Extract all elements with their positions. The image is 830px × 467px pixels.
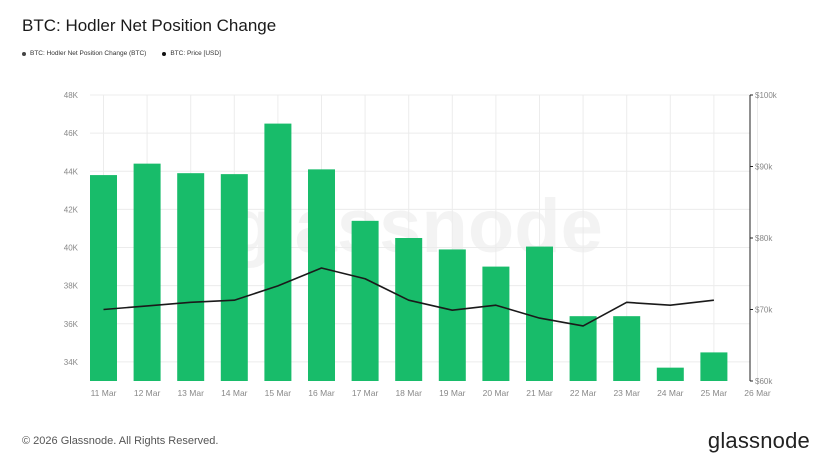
x-tick-label: 23 Mar xyxy=(613,388,640,398)
bar-18-mar xyxy=(395,238,423,381)
chart-title: BTC: Hodler Net Position Change xyxy=(22,16,277,35)
left-tick-label: 48K xyxy=(64,91,79,100)
x-tick-label: 22 Mar xyxy=(570,388,597,398)
copyright-text: © 2026 Glassnode. All Rights Reserved. xyxy=(22,435,219,447)
price-line xyxy=(103,267,714,327)
bar-25-mar xyxy=(700,352,728,381)
bar-16-mar xyxy=(308,169,335,381)
right-tick-label: $80k xyxy=(755,234,773,243)
right-tick-label: $60k xyxy=(755,377,773,386)
right-y-axis: $60k $70k $80k $90k $100k xyxy=(749,91,778,386)
bar-22-mar xyxy=(569,316,597,381)
legend: BTC: Hodler Net Position Change (BTC) BT… xyxy=(22,50,221,57)
bar-14-mar xyxy=(220,174,248,381)
x-tick-label: 25 Mar xyxy=(701,388,728,398)
right-tick-label: $90k xyxy=(755,163,773,172)
x-tick-label: 21 Mar xyxy=(526,388,553,398)
bar-21-mar xyxy=(526,246,553,381)
legend-label-net-position: BTC: Hodler Net Position Change (BTC) xyxy=(30,50,147,57)
bar-13-mar xyxy=(177,173,205,381)
x-tick-label: 18 Mar xyxy=(395,388,422,398)
left-tick-label: 38K xyxy=(64,282,79,291)
bar-series xyxy=(90,123,728,381)
right-tick-label: $70k xyxy=(755,306,773,315)
bar-11-mar xyxy=(90,175,117,381)
bar-17-mar xyxy=(351,220,379,381)
left-tick-label: 40K xyxy=(64,244,79,253)
left-tick-label: 34K xyxy=(64,358,79,367)
x-tick-label: 26 Mar xyxy=(744,388,771,398)
x-axis: 11 Mar 12 Mar 13 Mar 14 Mar 15 Mar 16 Mar 17 M… xyxy=(91,388,771,398)
legend-dot-net-position xyxy=(22,51,26,56)
left-tick-label: 42K xyxy=(64,205,79,214)
bar-23-mar xyxy=(613,316,641,381)
x-tick-label: 14 Mar xyxy=(221,388,248,398)
x-tick-label: 19 Mar xyxy=(439,388,466,398)
left-y-axis: 34K 36K 38K 40K 42K 44K 46K 48K xyxy=(64,91,79,367)
brand-logo[interactable]: glassnode xyxy=(707,428,810,453)
bar-20-mar xyxy=(482,266,510,381)
left-tick-label: 44K xyxy=(64,167,79,176)
bar-19-mar xyxy=(438,249,466,381)
x-tick-label: 13 Mar xyxy=(177,388,204,398)
x-tick-label: 17 Mar xyxy=(352,388,379,398)
x-tick-label: 24 Mar xyxy=(657,388,684,398)
x-tick-label: 11 Mar xyxy=(91,388,117,398)
x-tick-label: 15 Mar xyxy=(265,388,292,398)
bar-15-mar xyxy=(264,123,292,381)
right-tick-label: $100k xyxy=(755,91,778,100)
bar-24-mar xyxy=(656,367,684,381)
legend-dot-price xyxy=(162,51,167,56)
left-tick-label: 46K xyxy=(64,129,79,138)
price-line-series xyxy=(103,267,714,327)
x-tick-label: 16 Mar xyxy=(308,388,335,398)
x-tick-label: 20 Mar xyxy=(483,388,510,398)
legend-label-price: BTC: Price [USD] xyxy=(170,50,221,57)
legend-item-net-position[interactable]: BTC: Hodler Net Position Change (BTC) xyxy=(22,50,146,57)
left-tick-label: 36K xyxy=(64,320,79,329)
bar-12-mar xyxy=(133,163,161,381)
x-tick-label: 12 Mar xyxy=(134,388,161,398)
legend-item-price[interactable]: BTC: Price [USD] xyxy=(162,50,221,57)
